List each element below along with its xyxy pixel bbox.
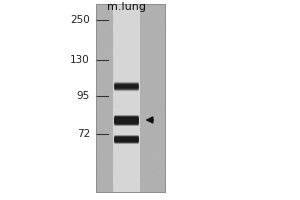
Bar xyxy=(112,4,140,192)
Text: 95: 95 xyxy=(77,91,90,101)
Text: 130: 130 xyxy=(70,55,90,65)
Text: 72: 72 xyxy=(77,129,90,139)
Text: 250: 250 xyxy=(70,15,90,25)
Text: m.lung: m.lung xyxy=(106,2,146,12)
Bar xyxy=(96,4,165,192)
